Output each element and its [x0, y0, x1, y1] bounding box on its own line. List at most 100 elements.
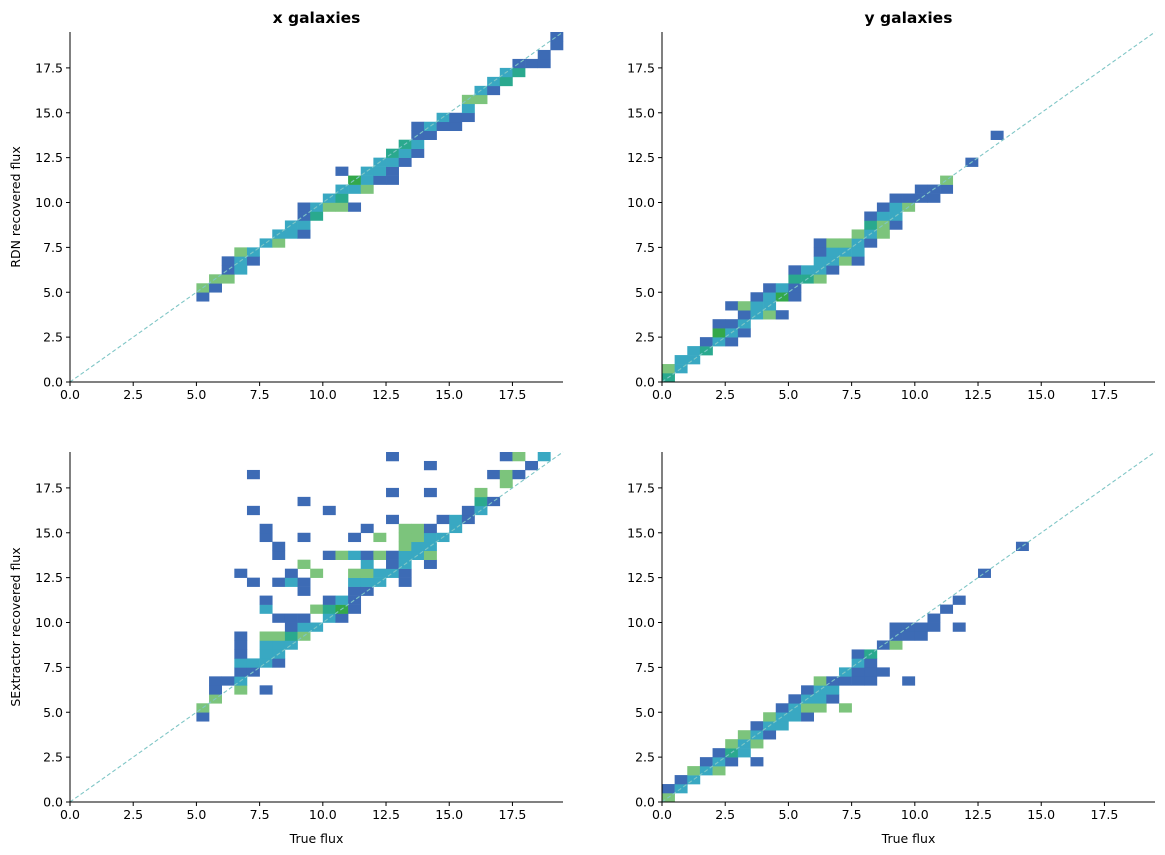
x-tick-label: 2.5	[123, 387, 143, 402]
bin-cell	[348, 577, 362, 587]
bin-cell	[386, 559, 399, 569]
bin-cell	[474, 94, 488, 105]
bin-cell	[284, 613, 298, 623]
bin-cell	[940, 184, 954, 194]
y-tick-label: 2.5	[43, 750, 63, 765]
bin-cell	[348, 604, 362, 614]
bin-cell	[398, 577, 412, 587]
bin-cell	[196, 712, 210, 722]
bin-cell	[775, 703, 789, 713]
bin-cell	[927, 622, 941, 632]
bin-cell	[750, 739, 764, 749]
bin-cell	[699, 337, 713, 347]
x-tick-label: 7.5	[842, 387, 862, 402]
x-tick-label: 10.0	[309, 387, 337, 402]
bin-cell	[826, 247, 840, 257]
x-axis-label: True flux	[881, 831, 936, 846]
bin-cell	[876, 220, 890, 230]
panel-title: x galaxies	[273, 9, 361, 27]
x-tick-label: 0.0	[60, 807, 80, 822]
x-tick-label: 15.0	[435, 387, 463, 402]
bin-cell	[737, 310, 751, 320]
bin-cell	[940, 175, 954, 185]
bin-cell	[914, 631, 928, 641]
bin-cell	[775, 721, 789, 731]
bin-cell	[411, 532, 425, 543]
bin-cell	[348, 550, 362, 560]
bin-cell	[259, 631, 273, 641]
bin-cell	[763, 712, 777, 722]
x-tick-label: 12.5	[964, 807, 992, 822]
bin-cell	[940, 604, 954, 614]
y-tick-label: 10.0	[35, 615, 63, 630]
bin-cell	[889, 202, 903, 212]
y-tick-label: 10.0	[627, 195, 655, 210]
bin-cell	[221, 676, 235, 686]
bin-cell	[297, 577, 311, 587]
bin-cell	[449, 121, 463, 132]
bin-cell	[423, 550, 437, 560]
bin-cell	[801, 265, 814, 275]
bin-cell	[348, 586, 362, 596]
bin-cell	[750, 721, 764, 731]
x-tick-label: 2.5	[715, 807, 735, 822]
bin-cell	[436, 514, 450, 525]
y-tick-label: 7.5	[635, 660, 655, 675]
bin-cell	[851, 658, 865, 668]
x-tick-label: 0.0	[60, 387, 80, 402]
bin-cell	[712, 337, 726, 347]
bin-cell	[246, 658, 260, 668]
y-tick-label: 0.0	[635, 375, 655, 390]
bin-cell	[360, 550, 374, 560]
x-tick-label: 15.0	[1027, 807, 1055, 822]
bin-cell	[838, 676, 852, 686]
bin-cell	[272, 631, 286, 641]
bin-cell	[411, 541, 425, 552]
bin-cell	[851, 649, 865, 659]
bin-cell	[876, 211, 890, 221]
x-tick-label: 7.5	[250, 387, 270, 402]
bin-cell	[449, 523, 463, 534]
bin-cell	[259, 685, 273, 695]
y-tick-label: 0.0	[635, 795, 655, 810]
bin-cell	[801, 685, 814, 695]
bin-cell	[512, 469, 526, 480]
y-tick-label: 12.5	[35, 150, 63, 165]
bin-cell	[687, 766, 701, 776]
bin-cell	[234, 649, 248, 659]
bin-cell	[763, 292, 777, 302]
bin-cell	[246, 469, 260, 480]
bin-cell	[750, 310, 764, 320]
y-tick-label: 12.5	[627, 570, 655, 585]
bin-cell	[449, 112, 463, 123]
x-tick-label: 0.0	[652, 387, 672, 402]
bin-cell	[750, 730, 764, 740]
identity-line	[661, 451, 1156, 803]
y-tick-label: 10.0	[35, 195, 63, 210]
bin-cell	[813, 694, 827, 704]
bin-cell	[297, 229, 311, 239]
x-tick-label: 15.0	[1027, 387, 1055, 402]
bin-cell	[234, 247, 248, 257]
bin-cell	[259, 532, 273, 543]
bin-cell	[272, 613, 286, 623]
bin-cell	[348, 175, 362, 185]
bin-cell	[310, 604, 324, 614]
bin-cell	[674, 355, 688, 365]
bin-cell	[373, 175, 387, 185]
bin-cell	[662, 784, 675, 794]
y-tick-label: 15.0	[35, 105, 63, 120]
bin-cell	[889, 220, 903, 230]
bin-cell	[725, 757, 739, 767]
bin-cell	[221, 274, 235, 284]
bin-cell	[461, 103, 475, 114]
bin-cell	[272, 658, 286, 668]
bin-cell	[851, 247, 865, 257]
bin-cell	[775, 283, 789, 293]
bin-cell	[360, 559, 374, 569]
bin-cell	[474, 487, 488, 498]
bin-cell	[234, 568, 248, 578]
bin-cell	[423, 541, 437, 552]
bin-cell	[348, 532, 362, 543]
bin-cell	[310, 211, 324, 221]
